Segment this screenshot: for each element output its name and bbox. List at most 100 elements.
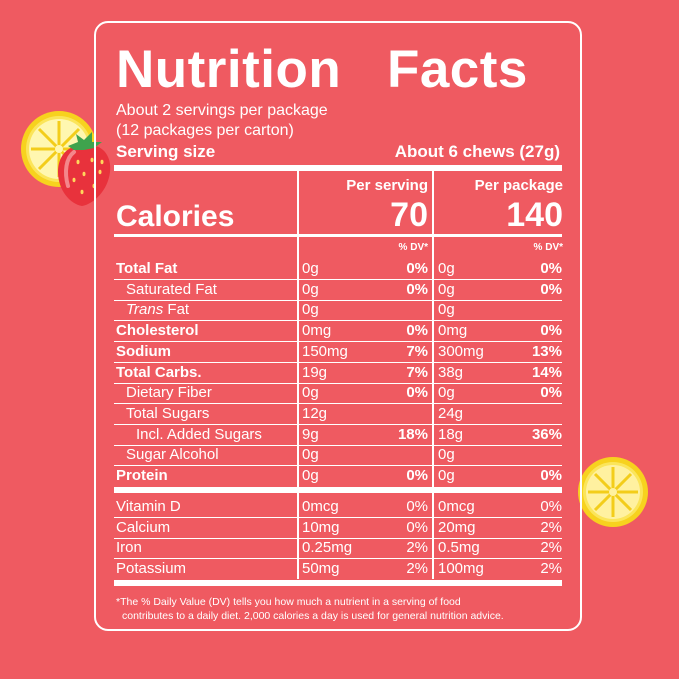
dv-header-serving: % DV* [398, 242, 428, 253]
package-dv: 14% [531, 363, 562, 381]
package-amount: 0.5mg [438, 539, 480, 557]
nutrient-name: Total Sugars [126, 404, 210, 422]
serving-size-value: About 6 chews (27g) [394, 142, 560, 161]
package-amount: 0g [438, 280, 455, 298]
serving-dv: 7% [406, 342, 428, 360]
serving-dv: 0% [406, 322, 428, 340]
package-dv: 2% [540, 518, 562, 536]
nutrient-row: Dietary Fiber 0g 0% 0g 0% [114, 382, 562, 405]
footnote-line: *The % Daily Value (DV) tells you how mu… [116, 596, 461, 608]
column-divider [297, 171, 299, 579]
calories-per-package: 140 [506, 196, 563, 234]
package-dv: 0% [540, 467, 562, 484]
serving-amount: 0g [302, 301, 319, 319]
nutrient-row: Sodium 150mg 7% 300mg 13% [114, 341, 562, 363]
nutrient-name-rest: Fat [163, 301, 190, 319]
nutrition-facts-panel: Nutrition Facts About 2 servings per pac… [94, 21, 582, 631]
serving-dv: 7% [406, 363, 428, 381]
serving-dv: 2% [406, 539, 428, 557]
package-amount: 0g [438, 446, 455, 464]
servings-per-package: About 2 servings per package [116, 102, 328, 119]
package-amount: 0g [438, 301, 455, 319]
serving-dv: 0% [406, 498, 428, 515]
nutrient-name: Total Fat [116, 260, 178, 277]
footnote-line: contributes to a daily diet. 2,000 calor… [122, 610, 504, 622]
nutrient-row: Saturated Fat 0g 0% 0g 0% [114, 279, 562, 301]
serving-amount: 0mg [302, 322, 332, 340]
serving-dv: 0% [406, 260, 428, 277]
serving-dv: 0% [406, 280, 428, 298]
nutrient-name: Calcium [116, 518, 171, 536]
package-amount: 0g [438, 260, 455, 277]
nutrient-name: Trans Fat [126, 299, 189, 320]
package-dv: 13% [531, 342, 562, 360]
thick-divider [114, 165, 562, 171]
package-amount: 0g [438, 467, 455, 484]
package-amount: 100mg [438, 560, 484, 578]
serving-amount: 150mg [302, 342, 348, 360]
package-amount: 20mg [438, 518, 476, 536]
serving-amount: 0g [302, 467, 319, 484]
nutrient-name: Incl. Added Sugars [136, 425, 262, 443]
packages-per-carton: (12 packages per carton) [116, 122, 294, 139]
nutrient-row: Total Sugars 12g 24g [114, 403, 562, 425]
nutrient-row: Potassium 50mg 2% 100mg 2% [114, 558, 562, 579]
serving-dv: 0% [406, 518, 428, 536]
nutrient-row: Calcium 10mg 0% 20mg 2% [114, 517, 562, 539]
package-amount: 0mcg [438, 498, 475, 515]
medium-divider [114, 234, 562, 237]
package-amount: 300mg [438, 342, 484, 360]
nutrient-name: Saturated Fat [126, 280, 217, 298]
package-amount: 0mg [438, 322, 468, 340]
package-dv: 0% [540, 280, 562, 298]
nutrient-name: Total Carbs. [116, 363, 202, 381]
footnote: *The % Daily Value (DV) tells you how mu… [116, 595, 576, 623]
per-serving-header: Per serving [346, 177, 428, 194]
nutrient-name: Potassium [116, 560, 187, 578]
nutrient-name: Vitamin D [116, 498, 181, 515]
nutrient-row: Vitamin D 0mcg 0% 0mcg 0% [114, 496, 562, 518]
dv-header-package: % DV* [533, 242, 563, 253]
nutrient-row: Protein 0g 0% 0g 0% [114, 465, 562, 486]
column-divider [432, 171, 434, 579]
nutrient-name: Iron [116, 539, 142, 557]
package-dv: 0% [540, 384, 562, 402]
thick-divider [114, 487, 562, 493]
serving-amount: 10mg [302, 518, 340, 536]
lemon-slice-icon [578, 457, 648, 527]
serving-amount: 12g [302, 404, 328, 422]
serving-dv: 0% [406, 467, 428, 484]
serving-amount: 50mg [302, 560, 340, 578]
serving-amount: 19g [302, 363, 328, 381]
package-dv: 0% [540, 322, 562, 340]
nutrient-name: Cholesterol [116, 322, 199, 340]
serving-dv: 0% [406, 384, 428, 402]
thick-divider [114, 580, 562, 586]
package-dv: 2% [540, 539, 562, 557]
nutrient-row: Total Carbs. 19g 7% 38g 14% [114, 362, 562, 384]
nutrient-name: Protein [116, 467, 168, 484]
package-amount: 18g [438, 425, 464, 443]
serving-dv: 2% [406, 560, 428, 578]
package-amount: 0g [438, 384, 455, 402]
nutrient-name: Sugar Alcohol [126, 446, 219, 464]
serving-amount: 0mcg [302, 498, 339, 515]
nutrient-row: Incl. Added Sugars 9g 18% 18g 36% [114, 424, 562, 446]
serving-amount: 0g [302, 260, 319, 277]
serving-amount: 9g [302, 425, 319, 443]
package-dv: 2% [540, 560, 562, 578]
panel-title: Nutrition Facts [116, 40, 528, 99]
nutrient-row: Sugar Alcohol 0g 0g [114, 444, 562, 467]
package-dv: 0% [540, 498, 562, 515]
nutrient-row: Total Fat 0g 0% 0g 0% [114, 258, 562, 280]
serving-amount: 0g [302, 446, 319, 464]
nutrient-name: Sodium [116, 342, 171, 360]
nutrient-row: Cholesterol 0mg 0% 0mg 0% [114, 320, 562, 343]
package-dv: 0% [540, 260, 562, 277]
serving-size-label: Serving size [116, 142, 216, 161]
per-package-header: Per package [474, 177, 563, 194]
serving-amount: 0g [302, 280, 319, 298]
nutrient-name-italic: Trans [126, 301, 164, 319]
serving-amount: 0g [302, 384, 319, 402]
nutrient-row: Trans Fat 0g 0g [114, 299, 562, 322]
